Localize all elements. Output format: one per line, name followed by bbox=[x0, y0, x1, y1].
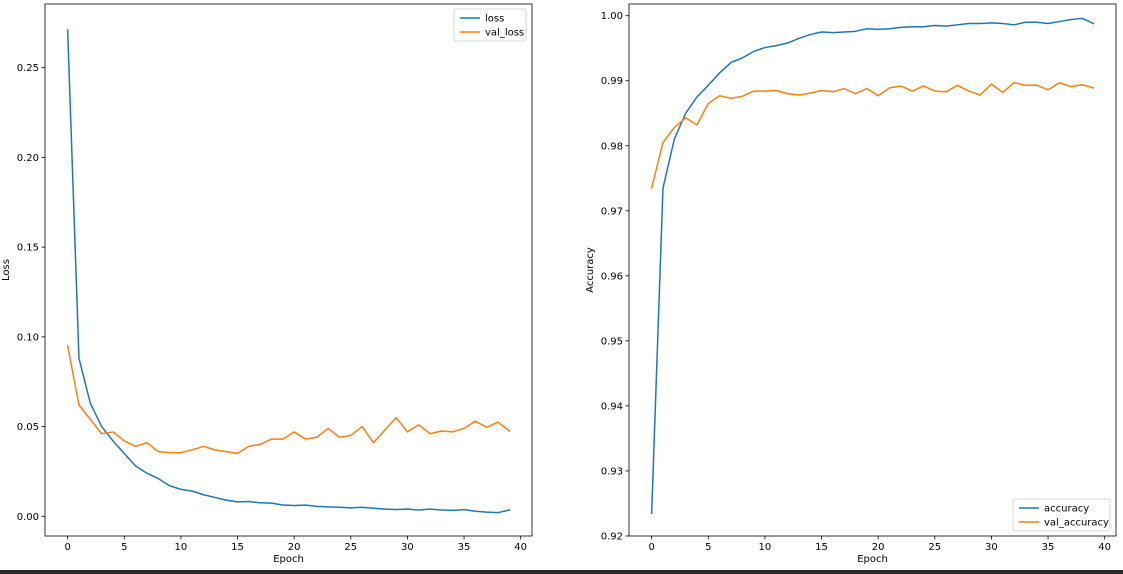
y-axis-label: Loss bbox=[1, 259, 12, 281]
x-tick-label: 40 bbox=[1098, 542, 1111, 553]
x-tick-label: 25 bbox=[344, 542, 357, 553]
legend: accuracy val_accuracy bbox=[1012, 498, 1111, 532]
y-tick-label: 0.15 bbox=[17, 243, 39, 254]
legend: loss val_loss bbox=[453, 8, 527, 42]
x-axis-label: Epoch bbox=[857, 554, 888, 565]
x-tick-label: 35 bbox=[1042, 542, 1055, 553]
y-tick-label: 0.95 bbox=[601, 336, 623, 347]
legend-label-loss: loss bbox=[485, 14, 504, 25]
x-tick-label: 10 bbox=[759, 542, 772, 553]
y-tick-label: 0.05 bbox=[17, 422, 39, 433]
legend-box bbox=[453, 8, 527, 42]
x-tick-label: 10 bbox=[175, 542, 188, 553]
legend-label-val_accuracy: val_accuracy bbox=[1044, 518, 1109, 529]
y-tick-label: 0.96 bbox=[601, 271, 623, 282]
x-tick-label: 0 bbox=[64, 542, 70, 553]
x-tick-label: 35 bbox=[458, 542, 471, 553]
x-tick-label: 5 bbox=[705, 542, 711, 553]
y-tick-label: 0.20 bbox=[17, 153, 39, 164]
y-axis-label: Accuracy bbox=[585, 247, 596, 293]
series-line-loss bbox=[66, 29, 511, 514]
y-tick-label: 0.93 bbox=[601, 466, 623, 477]
x-tick-label: 20 bbox=[288, 542, 301, 553]
plot-frame bbox=[44, 3, 533, 537]
x-tick-label: 30 bbox=[985, 542, 998, 553]
y-tick-label: 0.25 bbox=[17, 63, 39, 74]
y-tick-label: 0.99 bbox=[601, 76, 623, 87]
series-line-accuracy bbox=[650, 17, 1095, 515]
x-tick-label: 15 bbox=[815, 542, 828, 553]
loss-chart: 0 5 10 15 20 25 30 35 40 0.00 0.05 0.10 0.15 0.20 0.25… bbox=[1, 3, 533, 565]
accuracy-chart: 0 5 10 15 20 25 30 35 40 0.92 0.93 0.94 0.95 0.96 0.97… bbox=[585, 3, 1117, 565]
x-tick-label: 5 bbox=[121, 542, 127, 553]
y-tick-label: 1.00 bbox=[601, 11, 623, 22]
y-tick-label: 0.94 bbox=[601, 401, 623, 412]
y-tick-label: 0.10 bbox=[17, 332, 39, 343]
x-tick-label: 25 bbox=[928, 542, 941, 553]
legend-label-val_loss: val_loss bbox=[485, 28, 524, 39]
y-tick-label: 0.92 bbox=[601, 532, 623, 543]
window-bottom-border bbox=[0, 570, 1123, 574]
x-tick-label: 30 bbox=[401, 542, 414, 553]
x-axis-label: Epoch bbox=[273, 554, 304, 565]
y-tick-label: 0.00 bbox=[17, 512, 39, 523]
x-tick-label: 15 bbox=[231, 542, 244, 553]
legend-label-accuracy: accuracy bbox=[1044, 504, 1089, 515]
legend-box bbox=[1012, 498, 1111, 532]
plot-frame bbox=[628, 3, 1117, 537]
y-tick-label: 0.98 bbox=[601, 141, 623, 152]
x-tick-label: 40 bbox=[514, 542, 527, 553]
y-tick-label: 0.97 bbox=[601, 206, 623, 217]
series-line-val_loss bbox=[66, 344, 511, 455]
series-line-val_accuracy bbox=[650, 81, 1095, 189]
x-tick-label: 20 bbox=[872, 542, 885, 553]
x-tick-label: 0 bbox=[648, 542, 654, 553]
